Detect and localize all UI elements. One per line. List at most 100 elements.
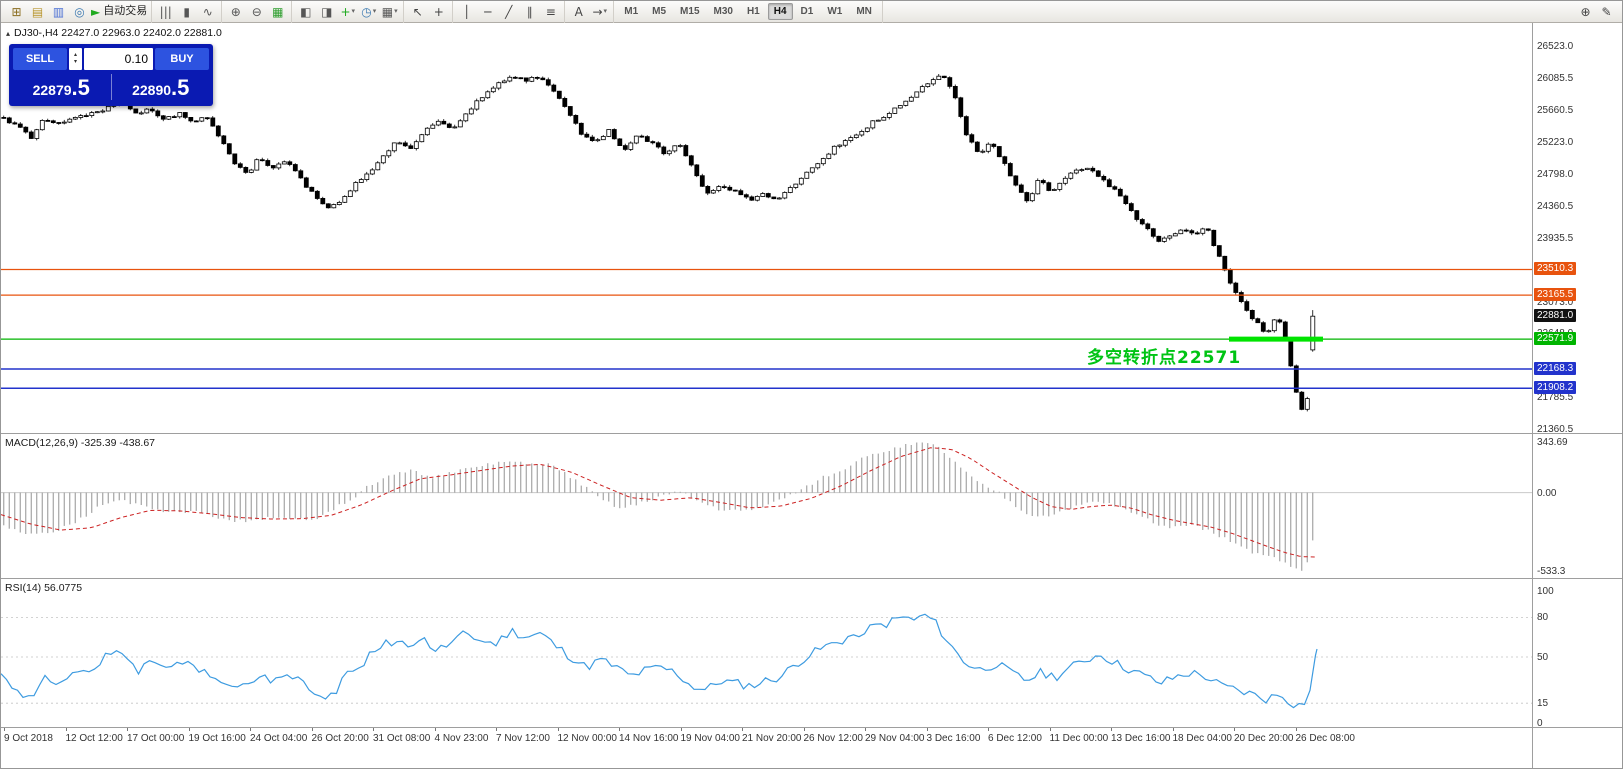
toolbar-group-chart-type: ||| ▮ ∿: [152, 1, 223, 23]
periods-icon[interactable]: ◷ ▾: [361, 4, 377, 19]
time-tick: [496, 728, 497, 731]
price-axis-label: 21360.5: [1537, 423, 1574, 435]
buy-price[interactable]: 22890 .5: [113, 72, 210, 102]
time-axis-label: 9 Oct 2018: [4, 733, 53, 744]
one-click-trading-panel: SELL ▴ ▾ 0.10 BUY 22879 .5 22890 .5: [9, 44, 213, 106]
templates-dropdown-icon[interactable]: ▾: [394, 7, 398, 15]
vertical-line-icon[interactable]: │: [463, 4, 471, 19]
macd-axis-label: 0.00: [1537, 487, 1557, 499]
indicators-icon[interactable]: + ▾: [340, 4, 356, 19]
arrows-icon[interactable]: → ▾: [592, 4, 608, 19]
sell-price-pips: .5: [71, 75, 90, 100]
buy-button[interactable]: BUY: [155, 48, 209, 70]
price-axis-label: 25223.0: [1537, 137, 1574, 149]
time-axis-label: 7 Nov 12:00: [496, 733, 550, 744]
timeframe-d1-button[interactable]: D1: [800, 6, 814, 17]
toolbar-group-drawing-tools: │ ─ ╱ ∥ ≡: [453, 1, 566, 23]
timeframe-m15-button[interactable]: M15: [680, 6, 700, 17]
macd-signal-line: [1, 447, 1318, 558]
arrows-dropdown-icon[interactable]: ▾: [603, 7, 608, 15]
channel-icon[interactable]: ∥: [526, 4, 533, 19]
sell-button[interactable]: SELL: [13, 48, 67, 70]
toolbar-group-right: ⊕ ✎: [1572, 1, 1620, 23]
volume-stepper[interactable]: ▴ ▾: [69, 48, 82, 70]
price-axis[interactable]: 26523.0 26085.5 25660.5 25223.0 24798.0 24360…: [1533, 1, 1622, 768]
autotrading-button[interactable]: ► 自动交易: [91, 2, 147, 21]
price-axis-label: 25660.5: [1537, 104, 1574, 116]
time-tick: [926, 728, 928, 731]
pencil-icon[interactable]: ✎: [1601, 4, 1612, 19]
chart-ohlc-header: ▴ DJ30-,H4 22427.0 22963.0 22402.0 22881…: [6, 27, 222, 39]
chart-annotation[interactable]: 多空转折点22571: [1087, 348, 1242, 368]
horizontal-line-icon[interactable]: ─: [484, 4, 492, 19]
spin-up-icon[interactable]: ▴: [73, 51, 77, 59]
price-chart[interactable]: [1, 23, 1532, 433]
timeframe-mn-button[interactable]: MN: [856, 6, 872, 17]
pane-separator[interactable]: [1, 433, 1622, 434]
time-tick: [250, 728, 251, 731]
time-tick: [373, 728, 374, 731]
rsi-pane[interactable]: [1, 578, 1532, 727]
time-tick: [680, 728, 682, 731]
rsi-axis-label: 15: [1537, 698, 1549, 710]
time-tick: [434, 728, 436, 731]
time-tick: [1172, 728, 1174, 731]
one-click-collapse-icon[interactable]: ▴: [6, 28, 11, 38]
main-toolbar: ⊞ ▤ ▥ ◎ ► 自动交易 ||| ▮ ∿ ⊕ ⊖ ▦ ◧ ◨ + ▾ ◷ ▾ ▦ ▾ ↖ + │ ─ ╱ ∥ ≡ A → ▾ M1 M5 M…: [1, 1, 1622, 23]
price-axis-label: 23073.0: [1537, 296, 1574, 308]
templates-icon[interactable]: ▦ ▾: [381, 4, 398, 19]
time-axis[interactable]: 9 Oct 2018 12 Oct 12:00 17 Oct 00:00 19 Oct…: [1, 728, 1532, 768]
line-chart-icon[interactable]: ∿: [202, 4, 213, 19]
text-icon[interactable]: A: [574, 4, 583, 19]
rsi-axis-label: 80: [1537, 612, 1549, 624]
time-axis-label: 21 Nov 20:00: [742, 733, 802, 744]
auto-scroll-icon[interactable]: ◧: [300, 4, 312, 19]
cursor-icon[interactable]: ↖: [412, 4, 423, 19]
trendline-icon[interactable]: ╱: [505, 4, 513, 19]
candlestick-icon[interactable]: ▮: [183, 4, 191, 19]
navigator-icon[interactable]: ◎: [74, 4, 85, 19]
price-axis-label: 26085.5: [1537, 73, 1574, 85]
rsi-line: [1, 613, 1318, 709]
tile-windows-icon[interactable]: ▦: [272, 4, 284, 19]
time-axis-label: 26 Nov 12:00: [803, 733, 864, 744]
sell-price[interactable]: 22879 .5: [13, 72, 110, 102]
bar-chart-icon[interactable]: |||: [159, 4, 172, 19]
time-tick: [1049, 728, 1051, 731]
timeframe-h4-button[interactable]: H4: [767, 3, 793, 20]
time-tick: [1234, 728, 1235, 731]
price-axis-label: 24798.0: [1537, 168, 1574, 180]
timeframe-m30-button[interactable]: M30: [713, 6, 733, 17]
toolbar-group-text-tools: A → ▾: [565, 1, 615, 23]
fibonacci-icon[interactable]: ≡: [545, 4, 556, 19]
charts-grid-icon[interactable]: ▤: [31, 4, 44, 19]
timeframe-w1-button[interactable]: W1: [827, 6, 843, 17]
crosshair-icon[interactable]: +: [433, 4, 444, 19]
time-axis-label: 26 Oct 20:00: [311, 733, 369, 744]
price-axis-label: 24360.5: [1537, 201, 1574, 213]
time-tick: [4, 728, 5, 731]
timeframe-m5-button[interactable]: M5: [652, 6, 667, 17]
timeframe-m1-button[interactable]: M1: [624, 6, 639, 17]
toolbar-group-chart-tools: ◧ ◨ + ▾ ◷ ▾ ▦ ▾: [292, 1, 405, 23]
play-icon: ►: [91, 4, 101, 19]
timeframe-h1-button[interactable]: H1: [746, 6, 760, 17]
toolbar-group-standard: ⊞ ▤ ▥ ◎ ► 自动交易: [3, 1, 153, 23]
price-axis-border: [1532, 23, 1533, 768]
rsi-indicator-label: RSI(14) 56.0775: [5, 582, 83, 594]
pane-separator[interactable]: [1, 578, 1622, 579]
volume-field[interactable]: 0.10: [84, 48, 153, 70]
macd-pane[interactable]: [1, 433, 1532, 578]
zoom-out-icon[interactable]: ⊖: [251, 4, 262, 19]
market-watch-icon[interactable]: ▥: [52, 4, 65, 19]
price-badge-21908.2: 21908.2: [1534, 381, 1577, 395]
time-tick: [1111, 728, 1112, 731]
zoom-in-icon[interactable]: ⊕: [230, 4, 241, 19]
periods-dropdown-icon[interactable]: ▾: [372, 7, 377, 15]
new-order-icon[interactable]: ⊞: [11, 4, 22, 19]
magnifier-icon[interactable]: ⊕: [1580, 4, 1591, 19]
spin-down-icon[interactable]: ▾: [73, 58, 77, 65]
chart-shift-icon[interactable]: ◨: [321, 4, 333, 19]
indicators-dropdown-icon[interactable]: ▾: [351, 7, 356, 15]
